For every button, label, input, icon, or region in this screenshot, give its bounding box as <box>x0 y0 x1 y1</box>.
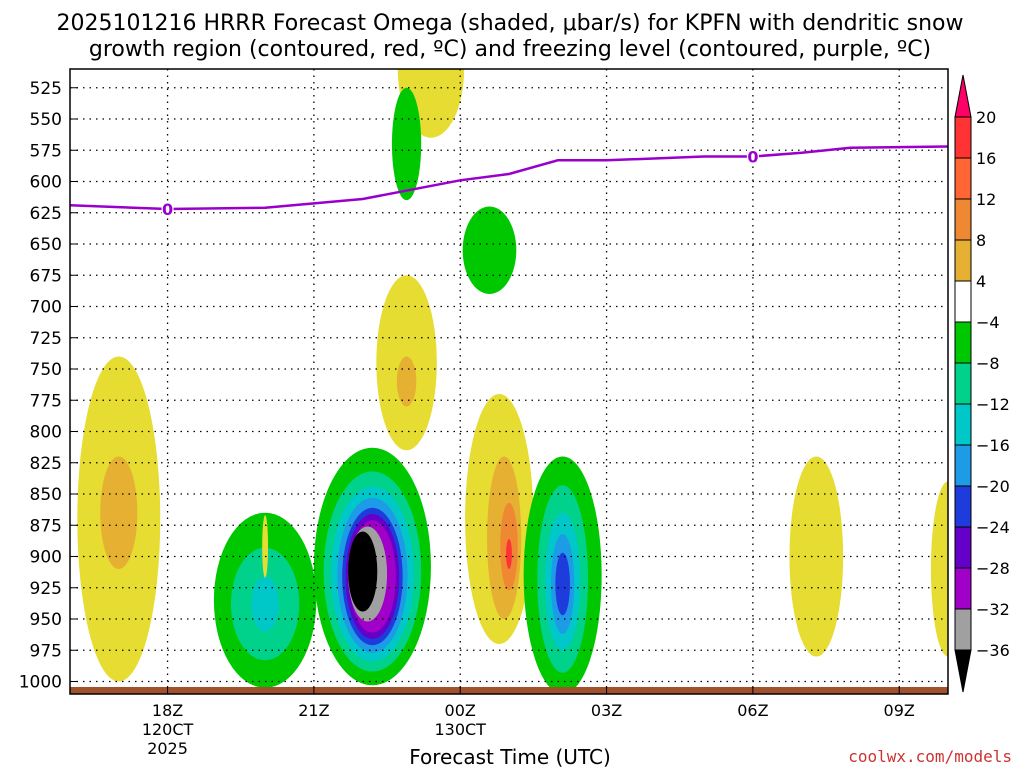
colorbar-label-2: 12 <box>976 190 996 209</box>
x-tick-label-06Z: 06Z <box>737 701 768 720</box>
x-tick-date-00Z: 130CT <box>434 720 486 739</box>
plot-frame <box>69 68 949 695</box>
colorbar-label-1: 16 <box>976 149 996 168</box>
omega-region-18 <box>251 576 279 632</box>
freezing-level-label-bg-0 <box>161 201 174 217</box>
y-tick-label-775: 775 <box>30 391 62 411</box>
omega-region-10 <box>506 539 512 569</box>
colorbar-label-7: −12 <box>976 395 1010 414</box>
y-tick-label-825: 825 <box>30 454 62 474</box>
colorbar-band-4 <box>954 280 972 323</box>
colorbar-label-0: 20 <box>976 108 996 127</box>
chart-title-line-2: growth region (contoured, red, ºC) and f… <box>89 37 931 62</box>
y-tick-label-650: 650 <box>30 235 62 255</box>
chart-title-line-1: 2025101216 HRRR Forecast Omega (shaded, … <box>57 11 964 36</box>
omega-region-15 <box>555 552 570 616</box>
omega-region-3 <box>391 87 422 201</box>
y-tick-label-975: 975 <box>30 641 62 661</box>
colorbar-band-5 <box>954 321 972 364</box>
colorbar-label-5: −4 <box>976 313 1000 332</box>
credit-text: coolwx.com/models <box>848 747 1012 766</box>
y-tick-label-625: 625 <box>30 204 62 224</box>
omega-region-5 <box>396 356 417 407</box>
y-tick-label-575: 575 <box>30 141 62 161</box>
colorbar: 20 16 12 8 4 −4 −8 −12 −16 −20 −24 −28 −32 −36 <box>954 74 1010 693</box>
y-tick-label-850: 850 <box>30 485 62 505</box>
y-tick-label-800: 800 <box>30 423 62 443</box>
y-tick-label-525: 525 <box>30 79 62 99</box>
colorbar-band-12 <box>954 608 972 651</box>
x-axis-label: Forecast Time (UTC) <box>409 745 611 768</box>
y-axis-ticks: 525 550 575 600 625 650 675 700 725 750 775 800 825 8… <box>19 79 78 693</box>
colorbar-label-4: 4 <box>976 272 986 291</box>
colorbar-label-8: −16 <box>976 436 1010 455</box>
y-tick-label-900: 900 <box>30 548 62 568</box>
colorbar-band-0 <box>954 116 972 159</box>
colorbar-band-9 <box>954 485 972 528</box>
freezing-level-label-bg-1 <box>746 148 759 165</box>
surface-layer <box>70 687 948 694</box>
freezing-level-line <box>70 145 948 211</box>
omega-region-28 <box>348 531 378 612</box>
omega-region-6 <box>462 206 517 294</box>
colorbar-band-10 <box>954 526 972 569</box>
y-tick-label-550: 550 <box>30 110 62 130</box>
x-tick-label-03Z: 03Z <box>591 701 622 720</box>
y-tick-label-725: 725 <box>30 329 62 349</box>
colorbar-band-6 <box>954 362 972 405</box>
y-tick-label-675: 675 <box>30 266 62 286</box>
colorbar-label-3: 8 <box>976 231 986 250</box>
colorbar-bottom-arrow <box>954 649 972 693</box>
colorbar-band-2 <box>954 198 972 241</box>
omega-shading <box>77 69 948 694</box>
y-tick-label-925: 925 <box>30 579 62 599</box>
freezing-level-layer: 00 <box>70 145 948 219</box>
x-tick-date-18Z: 120CT <box>142 720 194 739</box>
y-tick-label-700: 700 <box>30 298 62 318</box>
x-tick-year-18Z: 2025 <box>147 739 188 758</box>
colorbar-label-11: −28 <box>976 559 1010 578</box>
x-tick-label-21Z: 21Z <box>298 701 329 720</box>
y-tick-label-950: 950 <box>30 610 62 630</box>
colorbar-band-1 <box>954 157 972 200</box>
colorbar-band-3 <box>954 239 972 282</box>
grid-lines <box>70 69 948 694</box>
x-tick-label-00Z: 00Z <box>445 701 476 720</box>
colorbar-label-6: −8 <box>976 354 1000 373</box>
colorbar-label-10: −24 <box>976 518 1010 537</box>
y-tick-label-875: 875 <box>30 516 62 536</box>
omega-region-19 <box>262 515 269 578</box>
freezing-level-label-1: 0 <box>747 148 758 167</box>
y-tick-label-750: 750 <box>30 360 62 380</box>
y-tick-label-600: 600 <box>30 173 62 193</box>
colorbar-top-arrow <box>954 74 972 118</box>
colorbar-label-13: −36 <box>976 641 1010 660</box>
y-tick-label-1000: 1000 <box>19 673 62 693</box>
freezing-level-label-0: 0 <box>162 200 173 219</box>
colorbar-label-9: −20 <box>976 477 1010 496</box>
colorbar-band-11 <box>954 567 972 610</box>
x-tick-label-09Z: 09Z <box>884 701 915 720</box>
omega-region-1 <box>100 456 138 569</box>
colorbar-band-7 <box>954 403 972 446</box>
x-tick-label-18Z: 18Z <box>152 701 183 720</box>
surface-band <box>70 687 948 694</box>
omega-region-29 <box>789 456 844 657</box>
colorbar-band-8 <box>954 444 972 487</box>
colorbar-label-12: −32 <box>976 600 1010 619</box>
